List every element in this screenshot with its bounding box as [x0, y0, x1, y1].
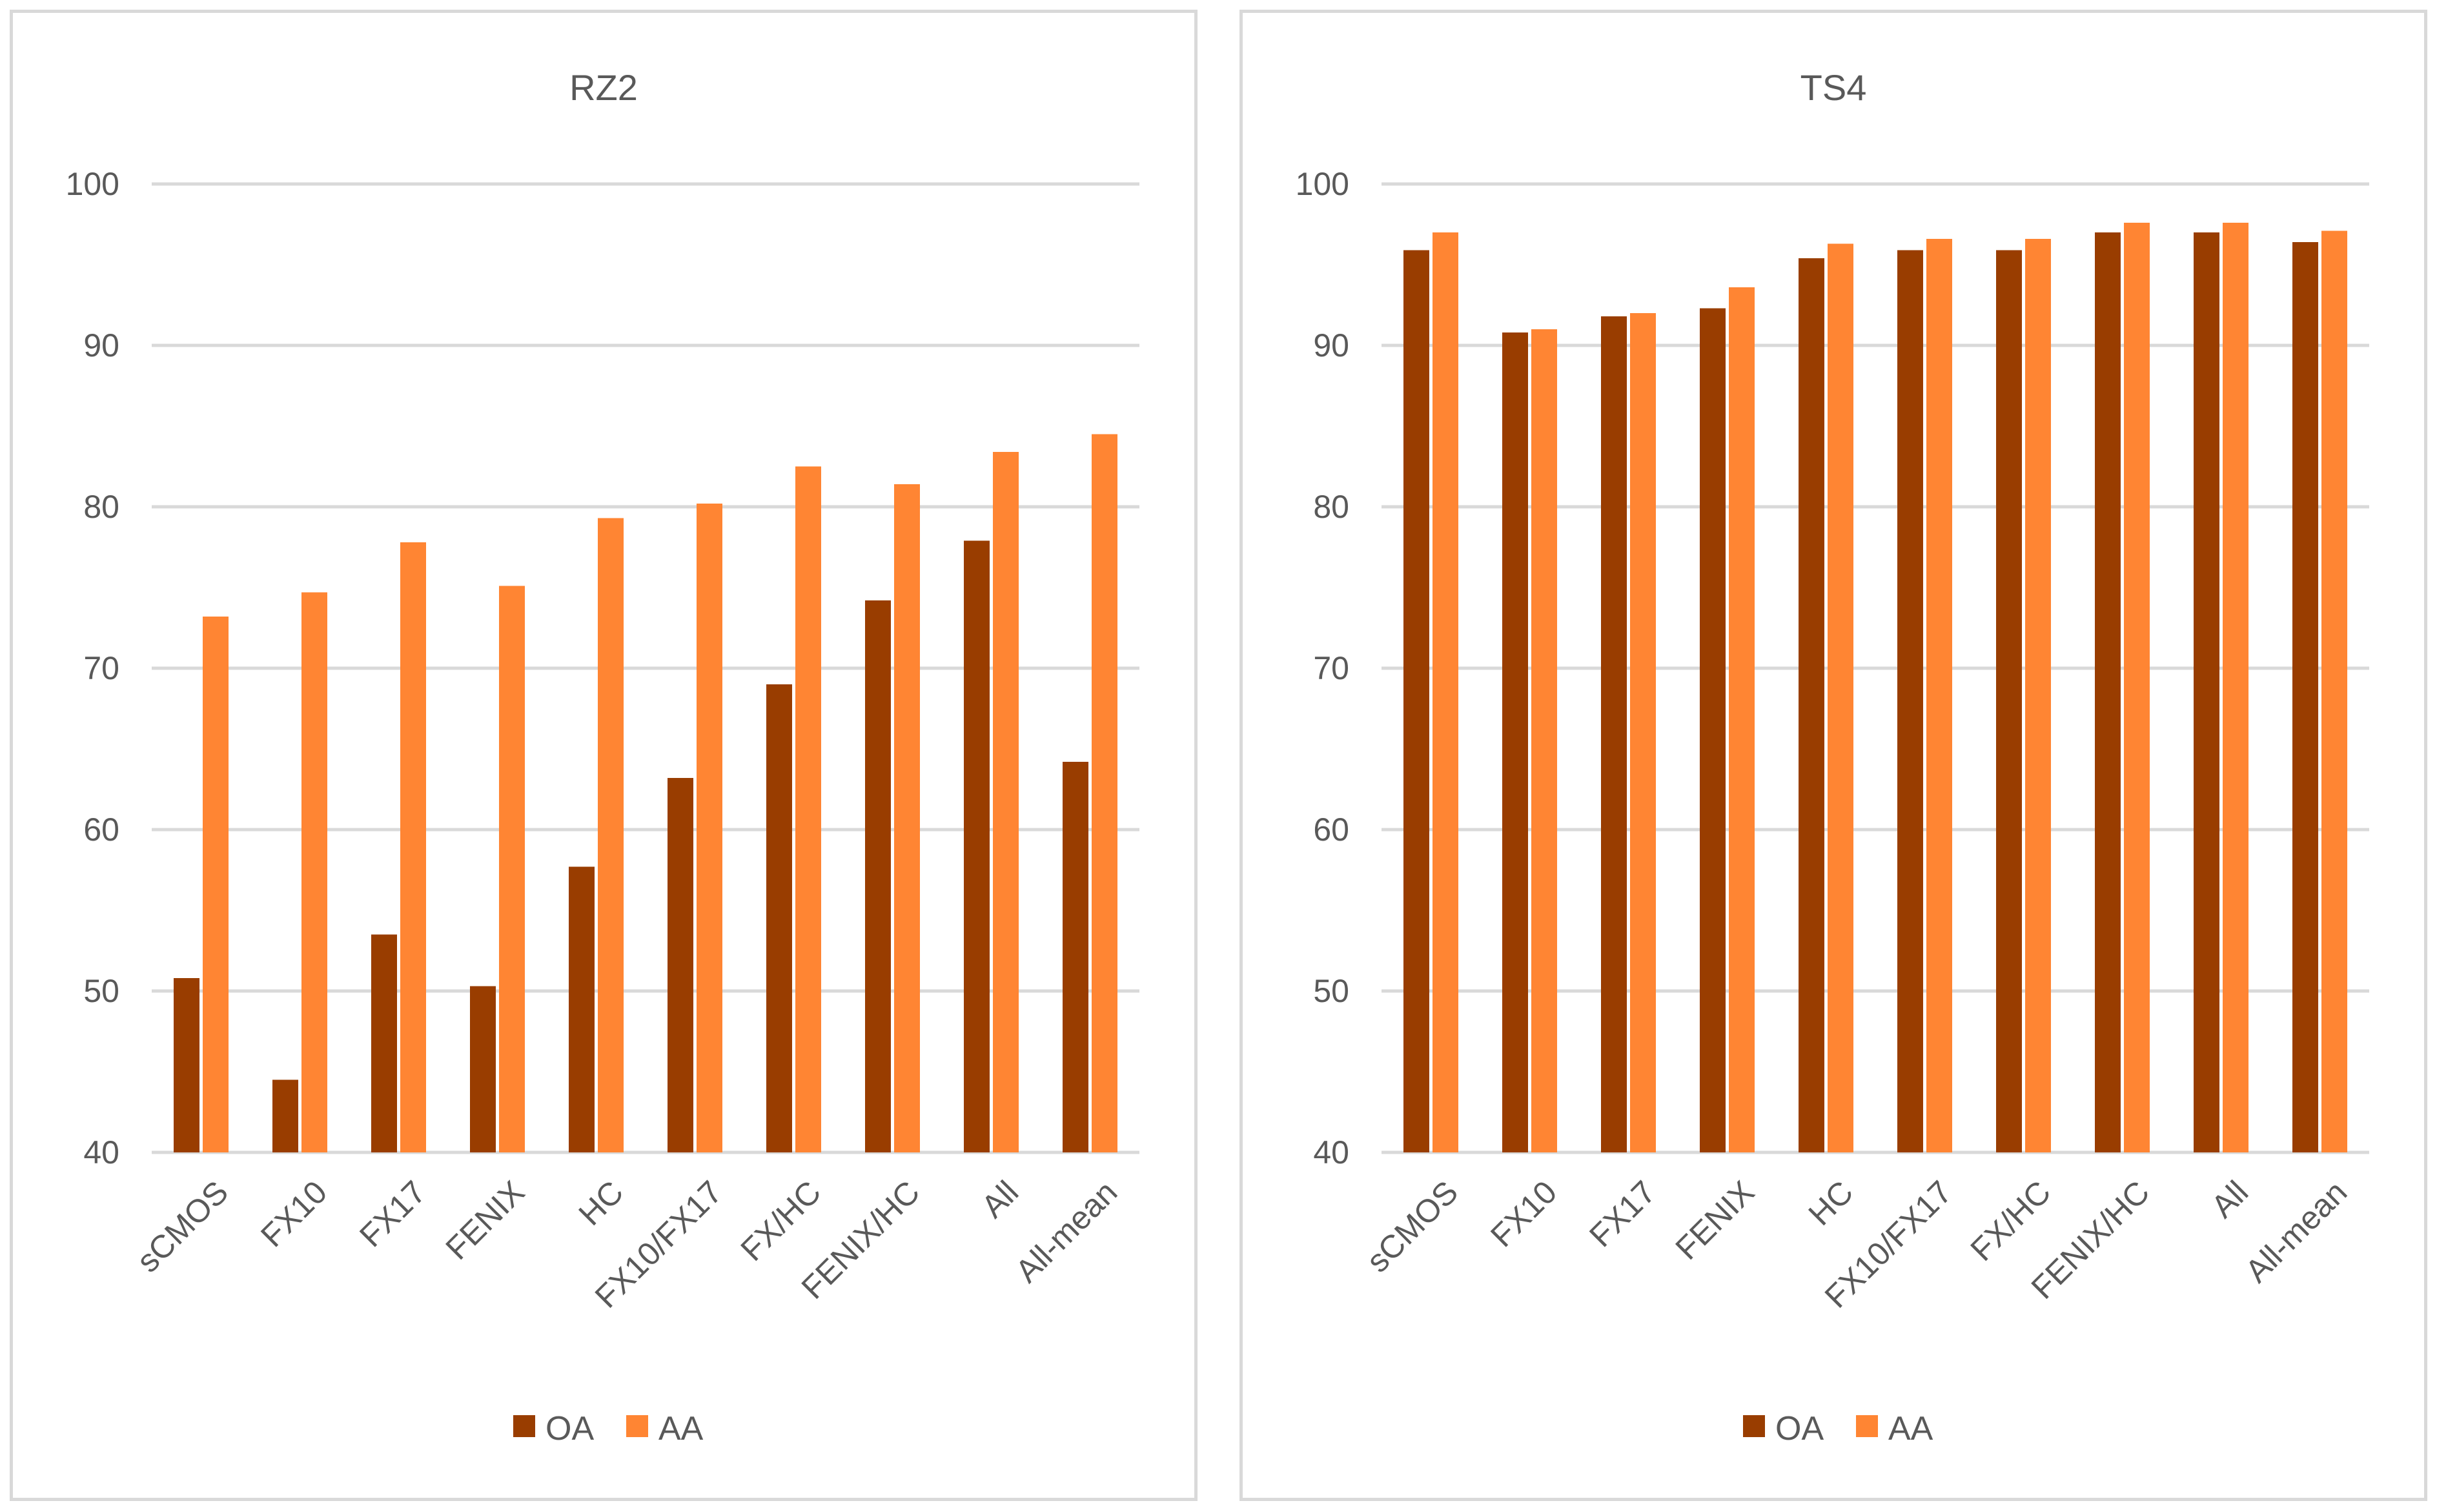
y-tick-label: 100 [66, 166, 119, 202]
x-tick-label: sCMOS [1360, 1174, 1465, 1279]
bar-oa [1996, 250, 2022, 1152]
chart-rz2: RZ2 40 50 60 70 80 90 100 sCMOS FX10 FX17 FENIX HC F… [66, 67, 1139, 1447]
bar-aa [2124, 223, 2150, 1152]
y-tick-label: 80 [1313, 489, 1349, 525]
y-tick-label: 80 [83, 489, 119, 525]
x-tick-label: FX17 [352, 1174, 433, 1254]
x-tick-label: HC [572, 1174, 631, 1232]
bar-aa [697, 504, 722, 1152]
bar-oa [1700, 308, 1726, 1152]
legend-swatch-oa [513, 1415, 535, 1437]
bar-aa [301, 592, 327, 1152]
bar-oa [371, 934, 397, 1152]
x-tick-label: All [974, 1174, 1025, 1225]
bar-aa [1828, 243, 1853, 1152]
x-tick-label: FX10 [1484, 1174, 1564, 1254]
chart-panel-ts4: TS4 40 50 60 70 80 90 100 sCMOS FX10 FX17 FENIX HC F… [1239, 10, 2427, 1501]
legend-swatch-aa [626, 1415, 648, 1437]
x-tick-label: FX17 [1582, 1174, 1662, 1254]
x-tick-label: FX/HC [1964, 1174, 2058, 1268]
bar-oa [569, 866, 595, 1152]
bar-aa [203, 617, 229, 1152]
bar-oa [470, 986, 496, 1152]
bar-oa [2194, 232, 2219, 1152]
bar-aa [1433, 232, 1458, 1152]
chart-ts4: TS4 40 50 60 70 80 90 100 sCMOS FX10 FX17 FENIX HC F… [1296, 67, 2369, 1447]
y-tick-label: 70 [1313, 650, 1349, 686]
bar-aa [1729, 287, 1755, 1152]
x-tick-label: FENIX [1669, 1174, 1762, 1267]
y-tick-label: 50 [1313, 973, 1349, 1009]
chart-panel-rz2: RZ2 40 50 60 70 80 90 100 sCMOS FX10 FX17 FENIX HC F… [10, 10, 1198, 1501]
bar-oa [1502, 332, 1528, 1152]
bar-aa [1630, 313, 1656, 1152]
bar-oa [1063, 762, 1088, 1152]
chart-title: TS4 [1800, 67, 1867, 108]
legend-label-oa: OA [546, 1410, 594, 1447]
bar-aa [993, 452, 1019, 1152]
legend-label-oa: OA [1775, 1410, 1824, 1447]
x-tick-label: FX10 [254, 1174, 334, 1254]
bar-oa [272, 1079, 298, 1152]
bar-aa [400, 542, 426, 1152]
y-tick-label: 90 [1313, 327, 1349, 363]
bar-aa [1926, 239, 1952, 1152]
x-tick-label: HC [1802, 1174, 1861, 1232]
legend-swatch-oa [1743, 1415, 1765, 1437]
bar-aa [598, 518, 624, 1152]
bar-aa [894, 484, 920, 1152]
bar-aa [2025, 239, 2051, 1152]
bar-oa [2095, 232, 2121, 1152]
bar-oa [2292, 242, 2318, 1152]
bar-oa [174, 978, 199, 1152]
y-tick-label: 40 [1313, 1134, 1349, 1170]
bar-oa [865, 600, 891, 1152]
legend-label-aa: AA [658, 1410, 704, 1447]
x-tick-label: All-mean [1008, 1174, 1124, 1289]
bar-aa [1531, 329, 1557, 1152]
bar-oa [668, 778, 693, 1152]
chart-title: RZ2 [569, 67, 638, 108]
bar-aa [795, 466, 821, 1152]
x-tick-label: All [2204, 1174, 2255, 1225]
bar-aa [499, 586, 525, 1152]
x-tick-label: FX/HC [734, 1174, 828, 1268]
y-tick-label: 100 [1296, 166, 1349, 202]
y-tick-label: 60 [83, 812, 119, 848]
bar-oa [964, 540, 990, 1152]
x-tick-label: FENIX [439, 1174, 532, 1267]
y-tick-label: 40 [83, 1134, 119, 1170]
x-tick-label: All-mean [2238, 1174, 2354, 1289]
x-tick-label: sCMOS [130, 1174, 235, 1279]
bar-aa [2223, 223, 2248, 1152]
y-tick-label: 70 [83, 650, 119, 686]
bar-aa [2321, 230, 2347, 1152]
bar-oa [1897, 250, 1923, 1152]
y-tick-label: 60 [1313, 812, 1349, 848]
y-tick-label: 90 [83, 327, 119, 363]
bar-oa [1601, 316, 1627, 1152]
bar-oa [766, 684, 792, 1152]
bar-oa [1799, 258, 1824, 1152]
bar-aa [1092, 434, 1117, 1152]
legend-swatch-aa [1856, 1415, 1878, 1437]
bar-oa [1403, 250, 1429, 1152]
y-tick-label: 50 [83, 973, 119, 1009]
legend-label-aa: AA [1888, 1410, 1933, 1447]
